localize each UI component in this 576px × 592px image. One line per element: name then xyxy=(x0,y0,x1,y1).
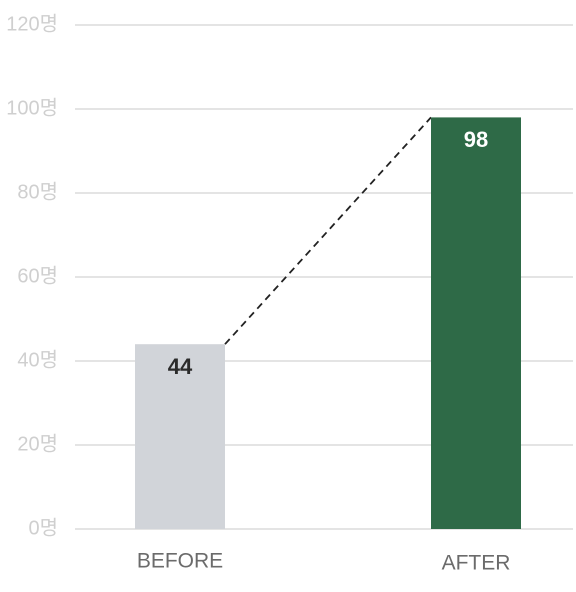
x-tick-label: BEFORE xyxy=(137,550,223,573)
bar xyxy=(431,117,521,530)
y-tick-label: 0명 xyxy=(28,516,58,539)
y-tick-label: 40명 xyxy=(17,348,58,371)
y-tick-label: 120명 xyxy=(6,12,58,35)
y-tick-label: 100명 xyxy=(6,96,58,119)
x-tick-label: AFTER xyxy=(442,552,511,575)
y-tick-label: 60명 xyxy=(17,264,58,287)
bar xyxy=(135,344,225,529)
y-tick-label: 20명 xyxy=(17,432,58,455)
connector-line xyxy=(224,116,432,345)
value-label: 98 xyxy=(464,127,488,152)
y-tick-label: 80명 xyxy=(17,180,58,203)
value-label: 44 xyxy=(168,354,193,379)
